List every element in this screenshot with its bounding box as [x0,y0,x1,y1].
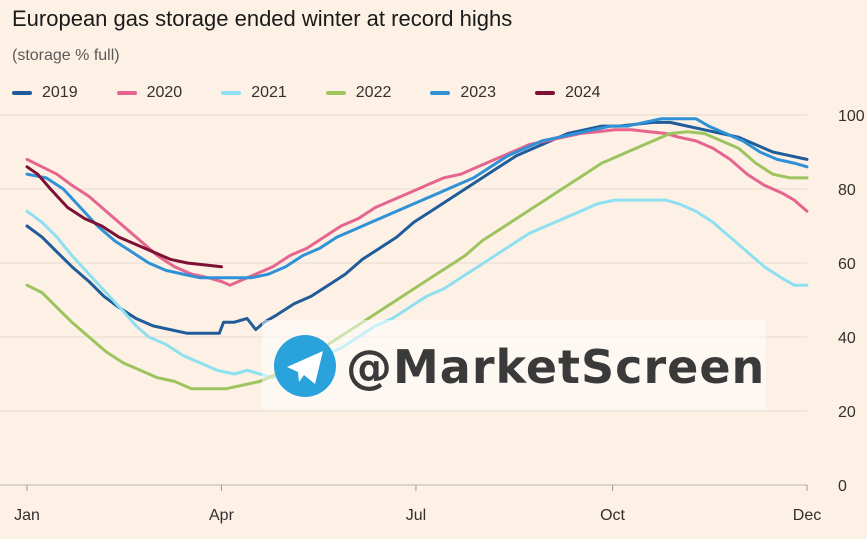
series-line-2019 [25,120,809,335]
legend-swatch-2021 [221,91,242,95]
legend-item-2023: 2023 [430,84,496,102]
x-tick-label-jan: Jan [14,507,40,524]
legend-label-2022: 2022 [355,84,392,101]
series-line-2020 [25,128,809,287]
series-line-2024 [25,165,223,269]
y-tick-label-20: 20 [838,404,856,421]
chart-legend: 2019 2020 2021 2022 2023 2024 [12,84,640,102]
y-tick-label-100: 100 [838,108,865,125]
legend-item-2020: 2020 [116,84,183,102]
series-line-2021 [25,198,809,380]
series-line-2023 [25,117,809,280]
x-tick-label-jul: Jul [406,507,426,524]
legend-swatch-2024 [534,91,555,95]
y-tick-label-80: 80 [838,182,856,199]
legend-item-2022: 2022 [325,84,392,102]
chart-subtitle: (storage % full) [12,47,120,64]
legend-item-2024: 2024 [534,84,601,102]
series-line-2022 [25,130,809,391]
x-tick-label-oct: Oct [600,507,625,524]
y-tick-label-60: 60 [838,256,856,273]
chart-title: European gas storage ended winter at rec… [12,6,513,31]
legend-label-2020: 2020 [146,84,183,101]
legend-label-2024: 2024 [564,84,601,101]
legend-label-2023: 2023 [460,84,496,101]
legend-swatch-2020 [116,91,137,95]
y-tick-label-40: 40 [838,330,856,347]
x-tick-label-dec: Dec [793,507,821,524]
watermark-text: @MarketScreen [346,340,765,394]
legend-label-2019: 2019 [42,84,78,101]
legend-swatch-2022 [325,91,346,95]
y-tick-label-0: 0 [838,478,847,495]
telegram-plane-icon [287,351,323,384]
legend-item-2021: 2021 [221,84,287,102]
legend-item-2019: 2019 [12,84,78,102]
legend-swatch-2023 [430,91,451,95]
legend-swatch-2019 [12,91,32,95]
x-tick-label-apr: Apr [209,507,235,524]
legend-label-2021: 2021 [251,84,287,101]
watermark-panel [262,320,766,410]
